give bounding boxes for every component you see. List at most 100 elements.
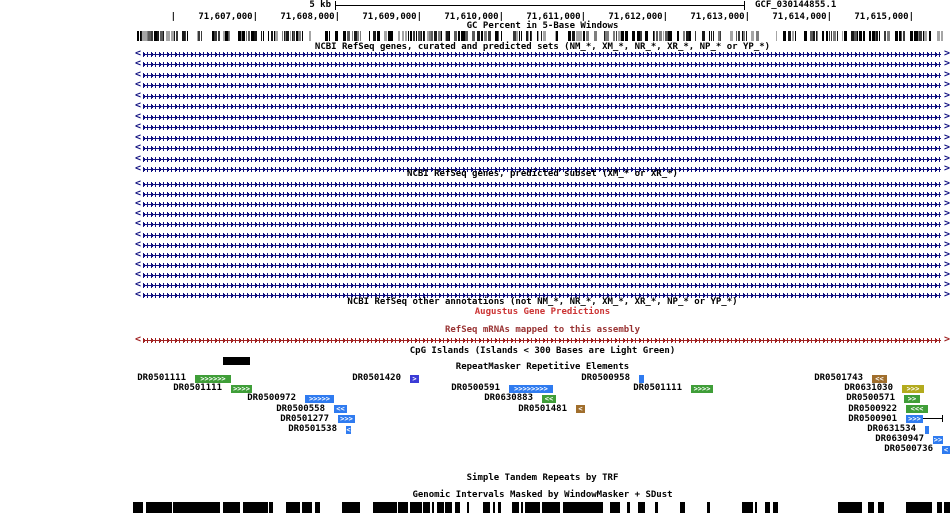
gc-bar: [531, 31, 532, 41]
gc-bar: [842, 31, 843, 41]
gene-row[interactable]: < >: [135, 260, 950, 270]
gene-row[interactable]: < >: [135, 188, 950, 199]
gc-bar: [756, 31, 759, 41]
repeat-item-box[interactable]: >>>>: [691, 384, 713, 393]
gene-row[interactable]: < >: [135, 218, 950, 229]
continues-left-arrow-icon: <: [135, 163, 142, 174]
gc-bar: [418, 31, 421, 41]
gc-bar: [713, 31, 714, 41]
continues-right-arrow-icon: >: [943, 58, 950, 69]
gene-row[interactable]: < >: [135, 112, 950, 122]
gc-bar: [555, 31, 556, 41]
masked-interval-box: [467, 502, 469, 513]
repeat-item-box[interactable]: >>: [904, 394, 920, 403]
gene-intron-line: [143, 242, 941, 249]
gc-bar: [377, 31, 380, 41]
repeat-item-box[interactable]: >>>>: [231, 384, 252, 393]
gc-bar: [166, 31, 169, 41]
masked-interval-box: [627, 502, 630, 513]
repeat-item-label: DR0500591: [451, 383, 500, 394]
gene-row[interactable]: < >: [135, 199, 950, 209]
repeat-item-box[interactable]: [925, 425, 929, 434]
repeat-item-label: DR0500958: [581, 373, 630, 383]
repeat-item-box[interactable]: >>>>>: [305, 394, 334, 403]
gc-bar: [605, 31, 606, 41]
gene-row[interactable]: < >: [135, 240, 950, 250]
gene-row[interactable]: < >: [135, 179, 950, 189]
gc-bar: [271, 31, 273, 41]
gene-row[interactable]: < >: [135, 58, 950, 69]
gene-row[interactable]: < >: [135, 100, 950, 111]
repeat-item-box[interactable]: <<: [334, 405, 347, 414]
repeat-item-box[interactable]: >>>: [338, 415, 355, 424]
gene-row[interactable]: < >: [135, 290, 950, 300]
track-title-gc-percent: GC Percent in 5-Base Windows: [466, 21, 619, 31]
gc-bar: [863, 31, 865, 41]
repeat-item-box[interactable]: [639, 374, 644, 383]
repeat-item-box[interactable]: <<: [542, 394, 556, 403]
gc-bar: [398, 31, 400, 41]
repeat-item-box[interactable]: <: [576, 405, 585, 414]
ruler-tick: 71,614,000|: [772, 12, 832, 22]
continues-left-arrow-icon: <: [135, 48, 142, 59]
gc-bar: [720, 31, 721, 41]
repeat-item-box[interactable]: <<: [872, 374, 887, 383]
gc-bar: [461, 31, 464, 41]
masked-interval-box: [373, 502, 397, 513]
gc-bar: [831, 31, 832, 41]
gc-bar: [937, 31, 940, 41]
mrna-row[interactable]: < >: [135, 334, 950, 345]
repeat-item-label: DR0501111: [137, 373, 186, 383]
gene-row[interactable]: < >: [135, 70, 950, 80]
masked-interval-box: [521, 502, 523, 513]
repeat-item-box[interactable]: >>: [933, 435, 943, 444]
repeat-item-box[interactable]: >: [410, 374, 419, 383]
repeat-item-box[interactable]: <: [942, 445, 950, 454]
gc-bar: [201, 31, 202, 41]
continues-right-arrow-icon: >: [943, 121, 950, 132]
gc-bar: [169, 31, 170, 41]
continues-left-arrow-icon: <: [135, 188, 142, 199]
repeat-item-box[interactable]: >>>: [906, 415, 923, 424]
gc-bar: [521, 31, 522, 41]
repeat-item-box[interactable]: >>>>>>>>: [509, 384, 553, 393]
repeat-item-label: DR0630883: [484, 393, 533, 404]
gene-row[interactable]: < >: [135, 91, 950, 101]
gene-row[interactable]: < >: [135, 48, 950, 59]
gene-row[interactable]: < >: [135, 209, 950, 219]
gene-row[interactable]: < >: [135, 230, 950, 240]
continues-left-arrow-icon: <: [135, 279, 142, 290]
repeat-item-box[interactable]: >>>>>>: [195, 374, 231, 383]
windowmasker-track[interactable]: [0, 502, 950, 513]
cpg-island-box[interactable]: [223, 357, 250, 365]
gc-bar: [284, 31, 285, 41]
continues-right-arrow-icon: >: [943, 100, 950, 111]
gc-bar: [360, 31, 361, 41]
repeat-item-label: DR0501420: [352, 373, 401, 383]
gene-row[interactable]: < >: [135, 270, 950, 280]
masked-interval-box: [315, 502, 320, 513]
gene-row[interactable]: < >: [135, 279, 950, 290]
repeat-item-box[interactable]: >>>: [902, 384, 924, 393]
gene-row[interactable]: < >: [135, 121, 950, 132]
continues-left-arrow-icon: <: [135, 218, 142, 229]
gene-row[interactable]: < >: [135, 133, 950, 143]
gene-row[interactable]: < >: [135, 143, 950, 153]
gc-bar: [384, 31, 387, 41]
gc-bar: [347, 31, 350, 41]
masked-interval-box: [423, 502, 430, 513]
gc-bar: [683, 31, 685, 41]
gc-bar: [357, 31, 359, 41]
masked-interval-box: [269, 502, 273, 513]
continues-left-arrow-icon: <: [135, 334, 142, 345]
masked-interval-box: [878, 502, 884, 513]
gene-row[interactable]: < >: [135, 250, 950, 260]
gene-row[interactable]: < >: [135, 80, 950, 90]
repeat-item-box[interactable]: <: [346, 425, 351, 434]
gene-row[interactable]: < >: [135, 154, 950, 164]
gc-bar: [198, 31, 200, 41]
track-title-refseq-curated: NCBI RefSeq genes, curated and predicted…: [314, 42, 771, 52]
gc-percent-track[interactable]: [135, 31, 950, 41]
gene-row[interactable]: < >: [135, 163, 950, 174]
repeat-item-box[interactable]: <<<: [906, 405, 928, 414]
